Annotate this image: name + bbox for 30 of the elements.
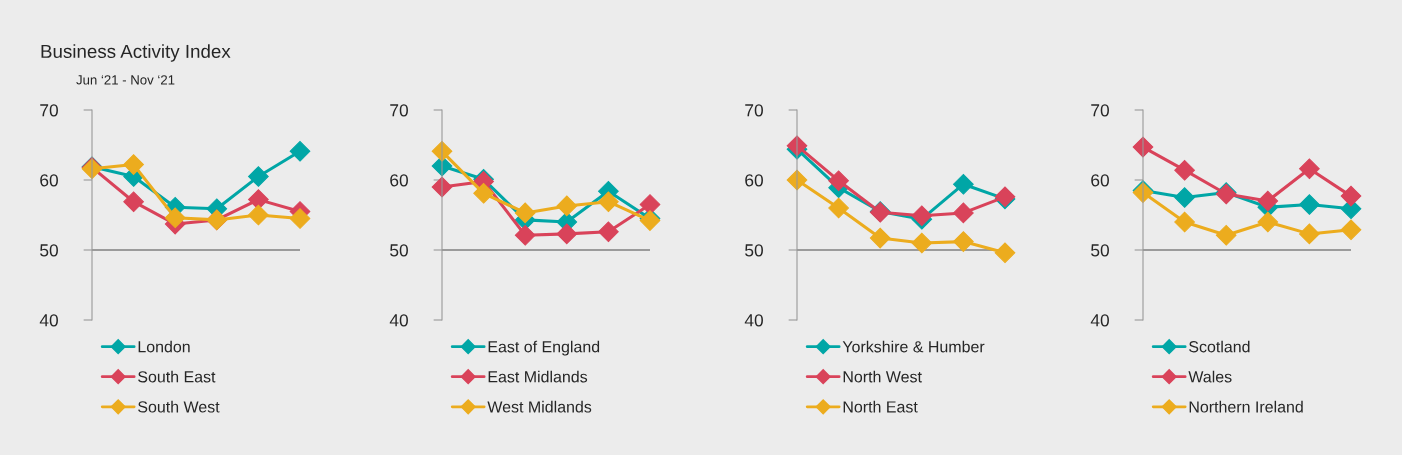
- legend-label: Northern Ireland: [1189, 400, 1303, 413]
- y-tick-label: 40: [1090, 314, 1109, 327]
- legend-label: North West: [843, 370, 922, 383]
- legend-label: Wales: [1188, 370, 1232, 383]
- y-tick-label: 70: [40, 104, 58, 117]
- y-tick-label: 60: [390, 174, 408, 187]
- y-tick-label: 60: [745, 174, 763, 187]
- y-tick-label: 70: [745, 104, 763, 117]
- legend-label: North East: [843, 400, 918, 413]
- y-tick-label: 50: [1091, 244, 1109, 257]
- y-tick-label: 70: [1091, 104, 1109, 117]
- legend-label: Yorkshire & Humber: [842, 340, 985, 353]
- legend-label: Scotland: [1189, 340, 1250, 353]
- y-tick-label: 40: [39, 314, 58, 327]
- legend-label: West Midlands: [487, 400, 592, 413]
- y-tick-label: 50: [390, 244, 408, 257]
- legend-label: South East: [138, 370, 216, 383]
- y-tick-label: 70: [390, 104, 408, 117]
- y-tick-label: 60: [1091, 174, 1109, 187]
- legend-label: East of England: [488, 340, 600, 356]
- y-tick-label: 60: [40, 174, 58, 187]
- y-tick-label: 40: [744, 314, 763, 327]
- y-tick-label: 50: [40, 244, 58, 257]
- chart-subtitle: Jun ‘21 - Nov ‘21: [76, 75, 175, 85]
- legend-label: East Midlands: [488, 370, 588, 383]
- y-tick-label: 40: [389, 314, 408, 327]
- y-tick-label: 50: [745, 244, 763, 257]
- legend-label: London: [138, 340, 190, 353]
- legend-label: South West: [138, 400, 220, 413]
- chart-title: Business Activity Index: [41, 44, 231, 62]
